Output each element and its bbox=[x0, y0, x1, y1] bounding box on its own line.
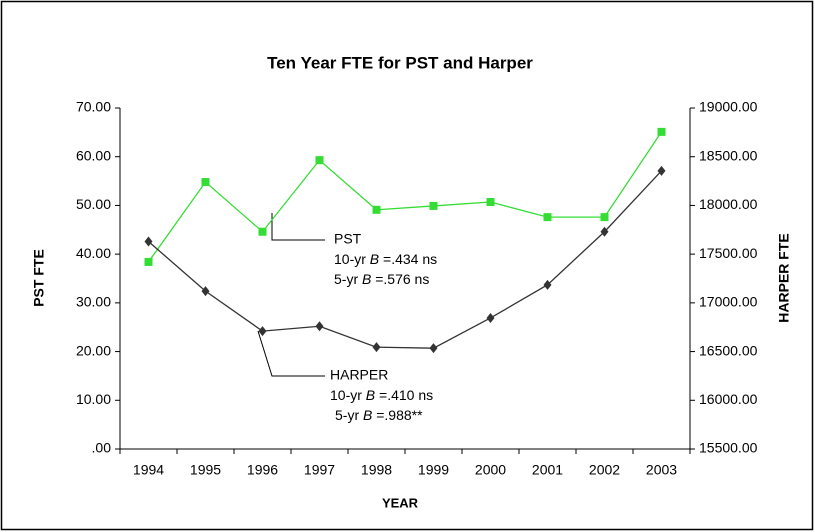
x-tick-label: 2002 bbox=[589, 462, 620, 478]
annotation-part: =.434 ns bbox=[379, 251, 437, 267]
y2-tick-label: 16000.00 bbox=[699, 391, 758, 407]
marker bbox=[315, 156, 324, 165]
marker bbox=[600, 213, 609, 222]
annotation-text: 10-yr B =.434 ns bbox=[334, 251, 437, 267]
x-tick-label: 1998 bbox=[361, 462, 392, 478]
marker bbox=[372, 205, 381, 214]
marker bbox=[201, 286, 210, 297]
marker bbox=[258, 227, 267, 236]
x-tick-label: 2000 bbox=[475, 462, 506, 478]
x-axis-label: YEAR bbox=[382, 495, 419, 510]
y-tick-label: 50.00 bbox=[76, 196, 111, 212]
annotation-part: B bbox=[366, 387, 375, 403]
annotation-text: 5-yr B =.988** bbox=[335, 407, 423, 423]
series-line bbox=[147, 131, 663, 263]
marker bbox=[144, 257, 153, 266]
annotation-part: B bbox=[362, 271, 371, 287]
x-tick-label: 1997 bbox=[304, 462, 335, 478]
y-tick-label: 40.00 bbox=[76, 245, 111, 261]
annotation-part: =.576 ns bbox=[371, 271, 429, 287]
chart-title: Ten Year FTE for PST and Harper bbox=[267, 53, 533, 72]
annotation-part: =.410 ns bbox=[375, 387, 433, 403]
marker bbox=[429, 343, 438, 354]
y2-axis-label: HARPER FTE bbox=[776, 233, 792, 322]
x-tick-label: 1999 bbox=[418, 462, 449, 478]
marker bbox=[201, 178, 210, 187]
annotation-part: 10-yr bbox=[330, 387, 366, 403]
leader-line bbox=[271, 213, 325, 241]
y-tick-label: 20.00 bbox=[76, 342, 111, 358]
y-tick-label: 30.00 bbox=[76, 294, 111, 310]
marker bbox=[144, 236, 153, 247]
marker bbox=[657, 127, 666, 136]
y2-tick-label: 18000.00 bbox=[699, 196, 758, 212]
y2-tick-label: 17500.00 bbox=[699, 245, 758, 261]
y-tick-label: .00 bbox=[92, 440, 112, 456]
x-tick-label: 2003 bbox=[646, 462, 677, 478]
marker bbox=[258, 326, 267, 337]
marker bbox=[372, 342, 381, 353]
y2-tick-label: 18500.00 bbox=[699, 147, 758, 163]
annotation-part: B bbox=[363, 407, 372, 423]
annotation-part: =.988** bbox=[372, 407, 423, 423]
y-tick-label: 10.00 bbox=[76, 391, 111, 407]
x-tick-label: 1994 bbox=[133, 462, 164, 478]
x-tick-label: 2001 bbox=[532, 462, 563, 478]
y-tick-label: 60.00 bbox=[76, 147, 111, 163]
marker bbox=[315, 321, 324, 332]
marker bbox=[543, 213, 552, 222]
annotation-label: PST bbox=[334, 231, 362, 247]
marker bbox=[600, 226, 609, 237]
leader-line bbox=[257, 330, 325, 377]
annotation-label: HARPER bbox=[330, 367, 388, 383]
x-tick-label: 1996 bbox=[247, 462, 278, 478]
annotation-part: 5-yr bbox=[334, 271, 362, 287]
marker bbox=[543, 279, 552, 290]
series-line bbox=[148, 170, 662, 349]
y2-tick-label: 19000.00 bbox=[699, 99, 758, 115]
marker bbox=[486, 312, 495, 323]
marker bbox=[486, 198, 495, 207]
annotation-part: 5-yr bbox=[335, 407, 363, 423]
y2-tick-label: 16500.00 bbox=[699, 342, 758, 358]
annotation-part: B bbox=[370, 251, 379, 267]
y2-tick-label: 15500.00 bbox=[699, 440, 758, 456]
annotation-text: 10-yr B =.410 ns bbox=[330, 387, 433, 403]
marker bbox=[657, 165, 666, 176]
marker bbox=[429, 201, 438, 210]
annotation-part: 10-yr bbox=[334, 251, 370, 267]
annotation-text: 5-yr B =.576 ns bbox=[334, 271, 429, 287]
x-tick-label: 1995 bbox=[190, 462, 221, 478]
y2-tick-label: 17000.00 bbox=[699, 294, 758, 310]
y-tick-label: 70.00 bbox=[76, 99, 111, 115]
y-axis-label: PST FTE bbox=[31, 249, 47, 307]
